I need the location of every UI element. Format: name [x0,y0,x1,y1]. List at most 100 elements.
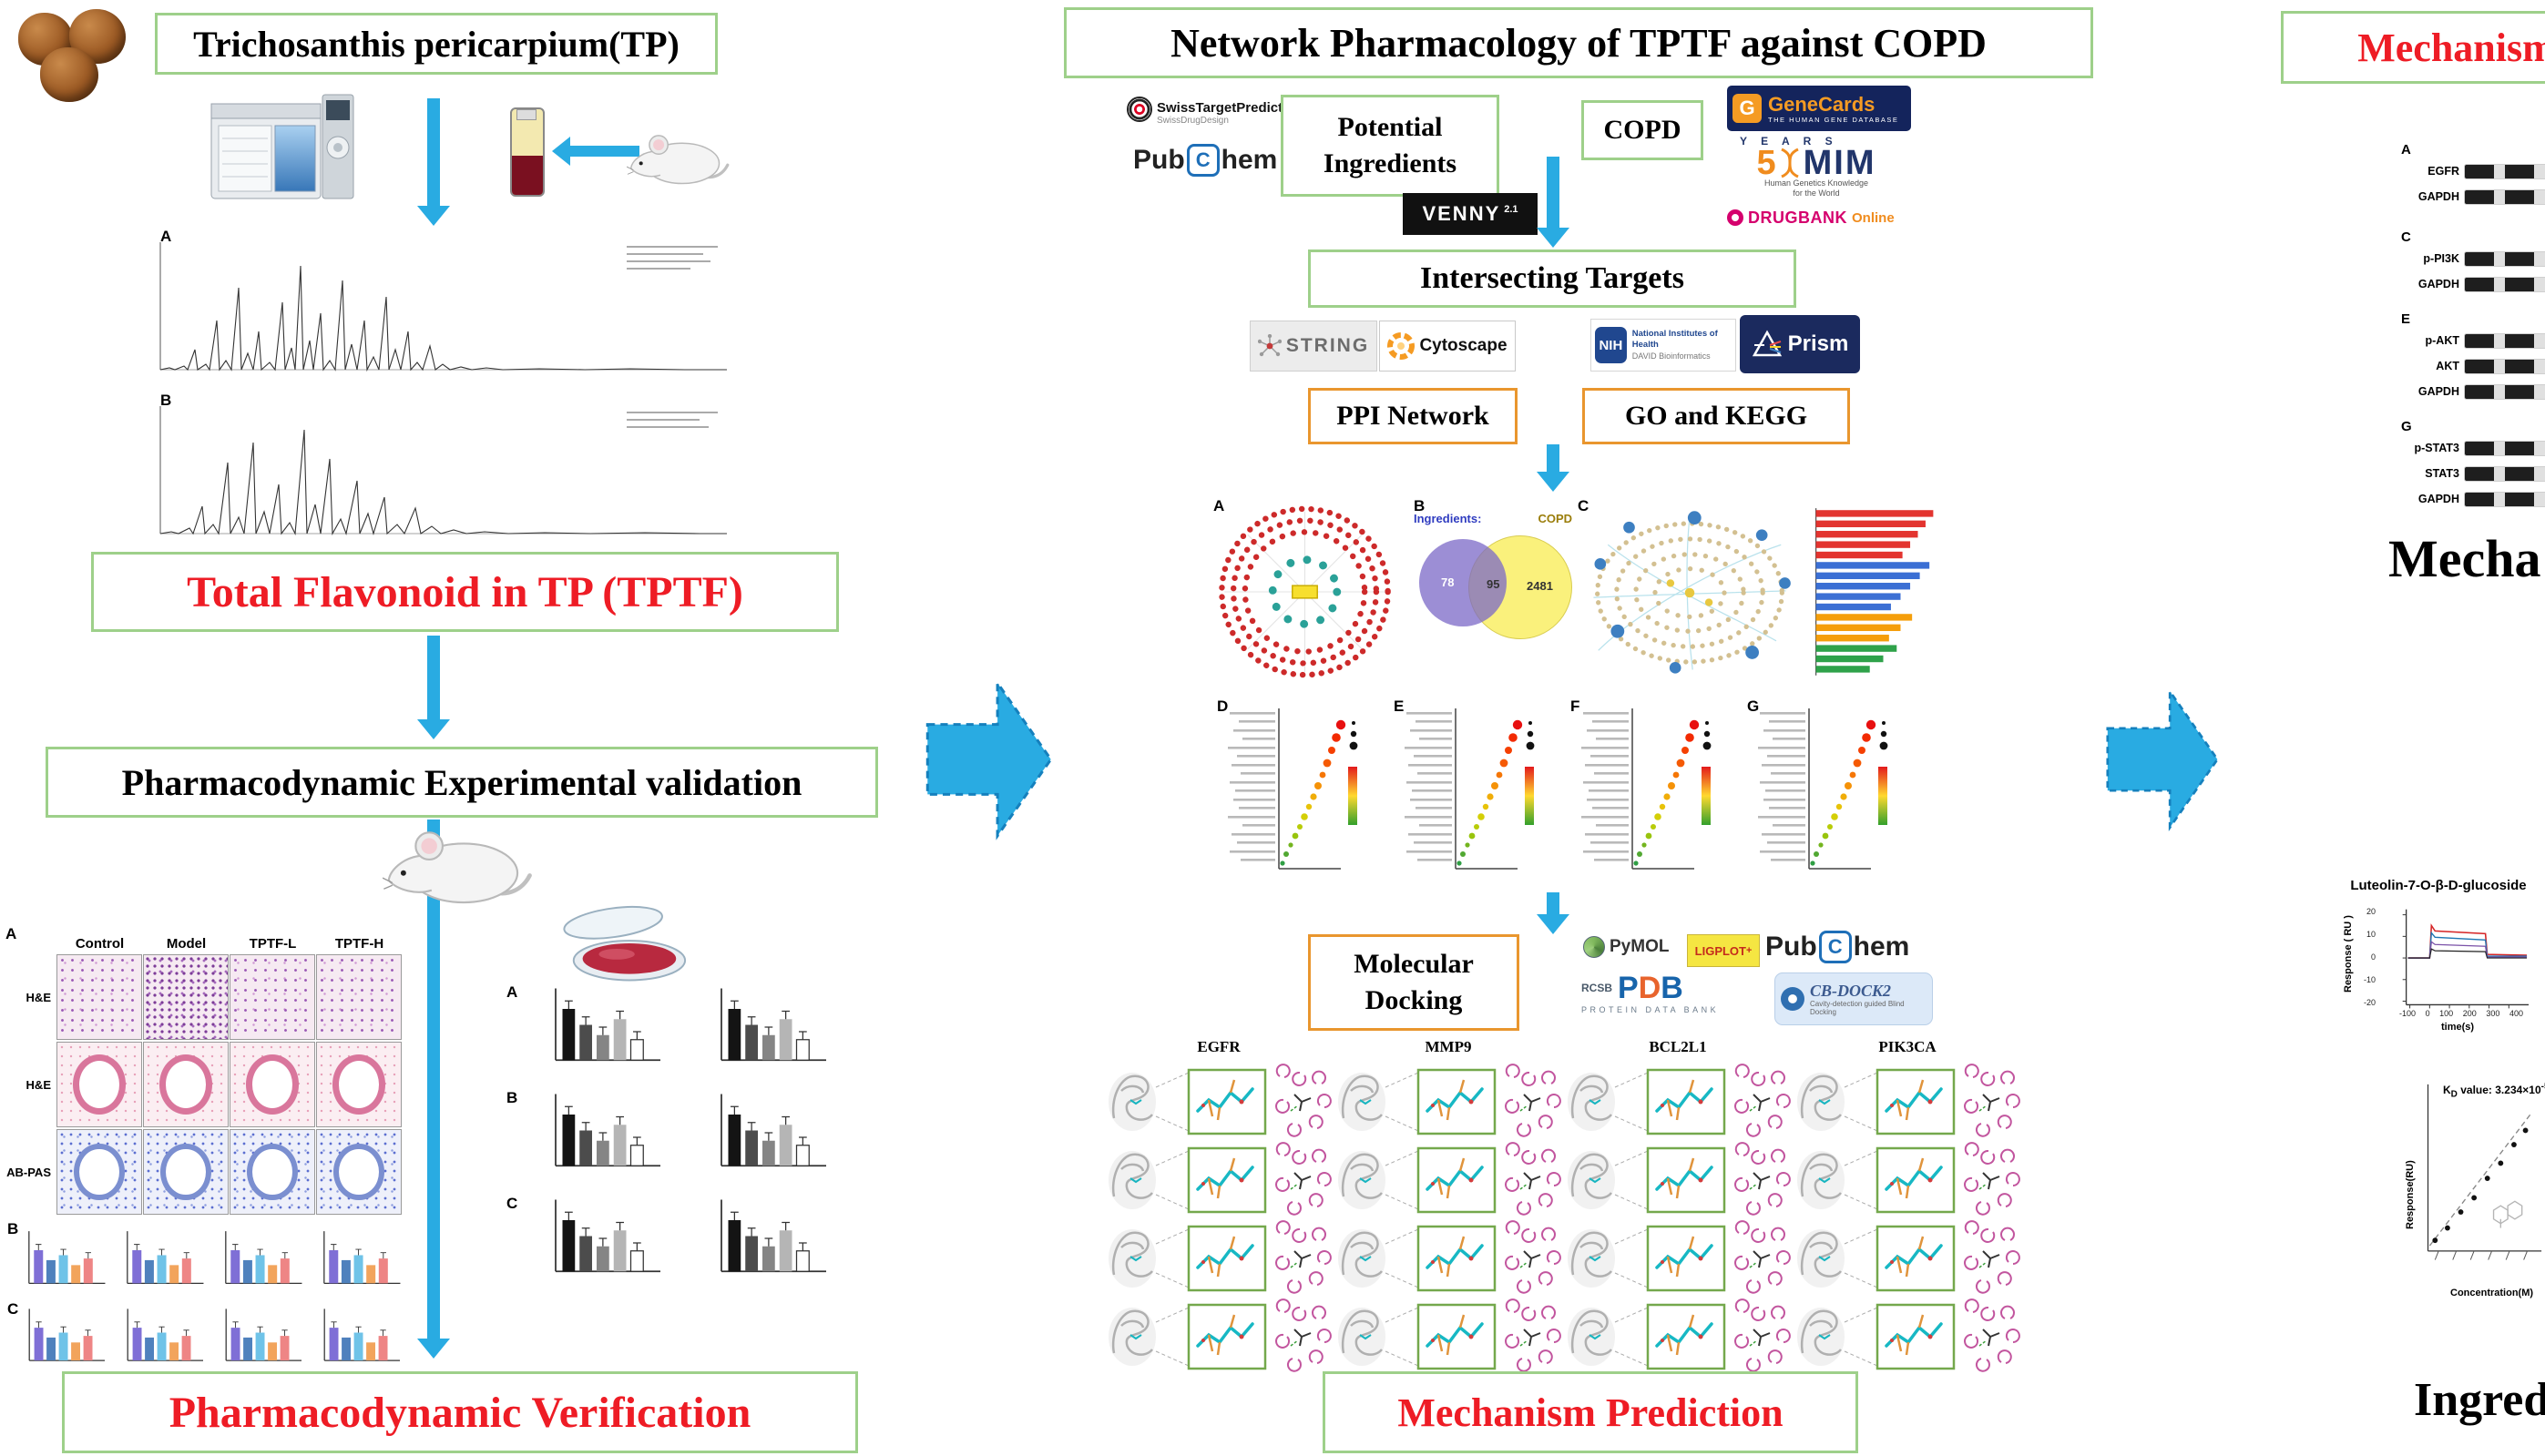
blot-row: p-PI3K [2401,249,2545,268]
pubchem-hexagon-icon: C [1186,144,1220,177]
nih-full-name: National Institutes of Health [1631,329,1718,350]
cb-dock2-name: CB-DOCK2 [1810,982,1892,1000]
pdb-letter-d: D [1638,971,1661,1005]
dock-target-pik3ca: PIK3CA [1878,1038,1937,1055]
mini-bar-chart [215,1224,306,1295]
hplc-instrument-illustration [210,94,354,199]
pdb-letter-b: B [1661,971,1683,1005]
spr-title-text: Luteolin-7-O-β-D-glucoside [2350,878,2527,893]
cb-dock2-logo: CB-DOCK2 Cavity-detection guided Blind D… [1774,972,1933,1025]
ligplot-logo: LIGPLOT + [1687,934,1760,967]
cb-dock2-icon [1781,987,1804,1011]
figure-panel-f-label: F [1570,697,1580,715]
docking-cell [1104,1064,1334,1140]
blot-label: GAPDH [2417,385,2459,398]
pd-verification-title: Pharmacodynamic Verification [169,1388,751,1437]
blot-row: p-STAT3 [2401,439,2545,457]
molecular-docking-box: Molecular Docking [1308,934,1519,1031]
docking-cell [1563,1064,1793,1140]
down-arrow-mid-1 [1537,157,1569,248]
spr-xtick: 300 [2486,1009,2500,1018]
venny-version: 2.1 [1504,204,1518,215]
histology-row-label-2: H&E [26,1078,51,1092]
blot-bands [2464,440,2545,456]
tp-title: Trichosanthis pericarpium(TP) [193,23,680,65]
tptf-title: Total Flavonoid in TP (TPTF) [187,567,743,616]
pubchem-post: hem [1853,932,1910,962]
enrichment-dotplot [1569,703,1732,885]
docking-cell [1793,1220,2022,1297]
pdb-letter-p: P [1618,971,1639,1005]
blot-bands [2464,188,2545,205]
kd-value-label: KD value: 3.234×10-5 M [2443,1082,2545,1099]
rcsb-pdb-logo: RCSB P D B PROTEIN DATA BANK [1581,972,1769,1027]
down-arrow-1 [417,98,450,226]
kd-y-label: Response(RU) [2405,1160,2416,1229]
histology-image [230,1042,315,1127]
histology-image [143,954,229,1040]
ppi-network-label: PPI Network [1336,401,1489,431]
histology-col-tptf-h: TPTF-H [334,936,384,952]
chromatogram-panel-a-label: A [160,228,172,245]
blot-row: STAT3 [2401,464,2545,483]
enrichment-dotplot [1745,703,1909,885]
docking-cell [1793,1298,2022,1375]
venny-name: VENNY [1422,202,1501,225]
mini-bar-chart [117,1304,208,1369]
blot-label: GAPDH [2417,278,2459,290]
spr-title: Luteolin-7-O-β-D-glucoside [2332,878,2545,893]
figure-panel-e-label: E [1394,697,1405,715]
pymol-icon [1583,936,1605,958]
mini-bar-chart [528,982,679,1073]
docking-cell [1563,1142,1793,1218]
genecards-logo: G GeneCards THE HUMAN GENE DATABASE [1727,86,1911,131]
mechanism-verification-title-clipped: Mecha [2388,528,2541,589]
drugbank-logo: DRUGBANK Online [1727,204,1918,231]
walnut-photo [13,7,149,103]
blot-bands [2464,358,2545,374]
blot-panel-e-label: E [2401,311,2411,327]
dock-target-bcl2l1: BCL2L1 [1649,1038,1707,1055]
blot-bands [2464,250,2545,267]
walnut-3 [40,47,98,102]
prism-icon [1752,330,1782,357]
omim-mim: MIM [1803,144,1876,182]
mini-bar-chart [18,1304,109,1369]
chromatogram-figure [159,242,727,535]
histology-image [230,1129,315,1215]
blot-label: p-AKT [2425,334,2460,347]
molecular-line1: Molecular [1354,949,1474,979]
histology-image [143,1129,229,1215]
figure-panel-b-label: B [1414,497,1426,514]
histology-col-model: Model [166,936,207,952]
mini-bar-chart [313,1304,404,1369]
kd-sub: D [2450,1089,2458,1100]
mini-bar-chart [117,1224,208,1295]
histology-image [56,954,142,1040]
ingredient-verification-title-clipped: Ingred [2414,1373,2545,1427]
figure-panel-c-label: C [1578,497,1589,514]
petri-dish-illustration [563,905,687,982]
swissdrugdesign-label: SwissDrugDesign [1157,116,1229,126]
histology-image [316,1129,402,1215]
kd-k: K [2443,1084,2451,1096]
omim-subtitle-2: for the World [1793,188,1840,198]
prism-name: Prism [1787,331,1849,356]
spr-xtick: 0 [2425,1009,2430,1018]
genecards-icon: G [1732,94,1762,123]
intersecting-targets-label: Intersecting Targets [1420,261,1684,295]
mini-bar-chart [528,1087,679,1178]
histology-row-label-3: AB-PAS [6,1166,51,1179]
string-logo: STRING [1250,321,1377,372]
enrichment-dotplot [1215,703,1379,885]
down-arrow-mid-3 [1537,892,1569,934]
network-pharmacology-title-box: Network Pharmacology of TPTF against COP… [1064,7,2093,78]
docking-cell [1104,1142,1334,1218]
blot-label: GAPDH [2417,493,2459,505]
pubchem-logo-2: Pub C hem [1765,931,1909,963]
venn-right-count: 2481 [1527,579,1553,593]
venny-logo: VENNY 2.1 [1403,193,1538,235]
spr-ytick: 0 [2370,952,2376,962]
blot-row: GAPDH [2401,490,2545,508]
